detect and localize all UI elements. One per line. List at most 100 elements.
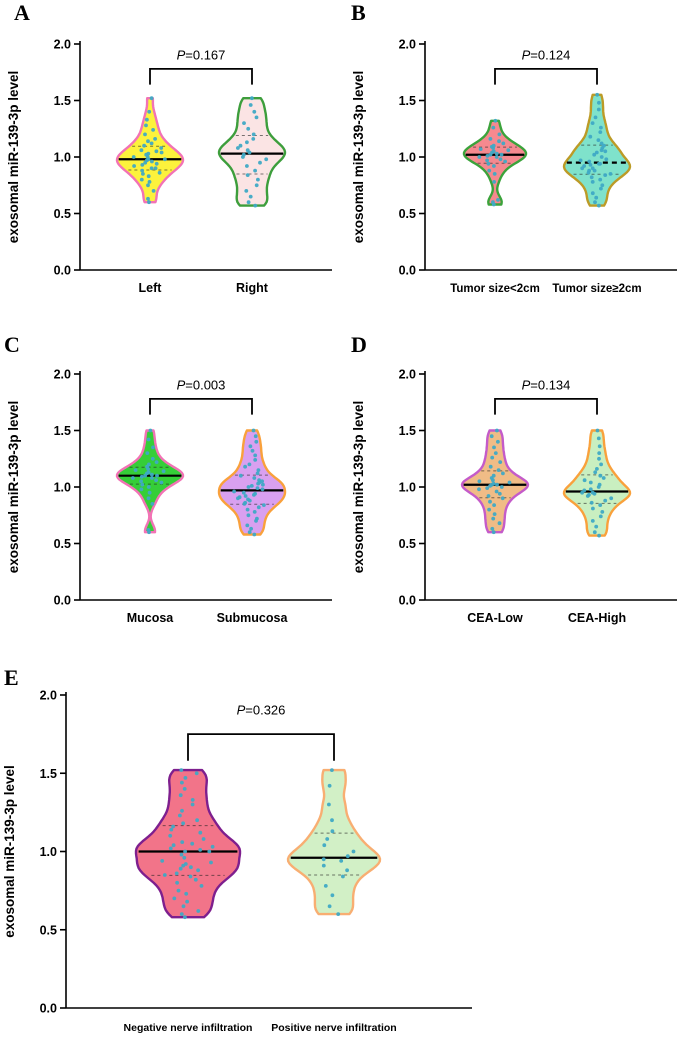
- x-axis-label: Right: [236, 281, 269, 295]
- data-point: [168, 833, 173, 838]
- violin-shape: [217, 97, 287, 207]
- data-point: [496, 468, 501, 472]
- data-point: [597, 444, 602, 449]
- data-point: [193, 877, 198, 882]
- data-point: [261, 482, 265, 487]
- significance-bracket: [494, 67, 598, 85]
- data-point: [245, 507, 250, 512]
- violin-tumor-size-2cm: [562, 92, 632, 208]
- data-point: [487, 507, 491, 512]
- data-point: [246, 485, 251, 489]
- y-tick-label: 2.0: [40, 689, 57, 703]
- data-point: [498, 157, 503, 162]
- data-point: [608, 172, 613, 176]
- data-point: [593, 200, 597, 205]
- y-tick-label: 1.5: [40, 767, 57, 781]
- data-point: [196, 868, 201, 873]
- data-point: [497, 139, 501, 144]
- x-axis-label: Tumor size<2cm: [450, 283, 540, 295]
- data-point: [325, 837, 330, 841]
- data-point: [594, 195, 599, 200]
- y-tick-label: 0.5: [399, 537, 416, 551]
- data-point: [597, 203, 601, 208]
- data-point: [242, 121, 246, 125]
- data-point: [153, 137, 158, 141]
- data-point: [209, 860, 213, 865]
- data-point: [198, 830, 203, 835]
- x-axis-label: CEA-Low: [467, 611, 523, 625]
- panel-e: E 0.0 0.5 1.0 1.5 2.0 exosomal miR-139-3p lev…: [0, 655, 560, 1049]
- data-point: [238, 473, 243, 478]
- data-point: [596, 436, 601, 441]
- data-point: [602, 143, 606, 148]
- data-point: [595, 92, 600, 97]
- data-point: [601, 476, 606, 480]
- y-tick-label: 1.0: [399, 481, 416, 495]
- data-point: [590, 490, 595, 495]
- x-axis-label: Positive nerve infiltration: [271, 1022, 396, 1034]
- panel-a-letter: A: [14, 0, 30, 25]
- data-point: [183, 776, 188, 780]
- data-point: [252, 109, 257, 114]
- data-point: [146, 174, 151, 179]
- data-point: [149, 141, 154, 146]
- data-point: [154, 149, 159, 154]
- y-tick-label: 2.0: [54, 38, 71, 52]
- panel-b-plot: 0.0 0.5 1.0 1.5 2.0 exosomal miR-139-3p level…: [351, 38, 677, 295]
- y-tick-label: 2.0: [399, 38, 416, 52]
- data-point: [345, 854, 350, 859]
- data-point: [181, 904, 186, 909]
- y-axis-label: exosomal miR-139-3p level: [351, 71, 366, 244]
- data-point: [336, 912, 341, 916]
- data-point: [256, 177, 260, 182]
- data-point: [492, 172, 497, 176]
- data-point: [262, 503, 266, 507]
- data-point: [477, 155, 482, 159]
- data-point: [146, 196, 150, 201]
- data-point: [146, 183, 150, 188]
- violin-right: [217, 96, 287, 208]
- y-axis-label: exosomal miR-139-3p level: [351, 401, 366, 574]
- data-point: [246, 497, 250, 502]
- data-point: [330, 818, 334, 823]
- data-point: [182, 787, 187, 791]
- data-point: [180, 780, 184, 785]
- data-point: [494, 155, 499, 159]
- data-point: [256, 468, 261, 472]
- data-point: [146, 151, 151, 156]
- data-points: [232, 428, 266, 537]
- data-point: [247, 530, 252, 535]
- violin-shape: [217, 429, 287, 536]
- panel-c-plot: 0.0 0.5 1.0 1.5 2.0 exosomal miR-139-3p level…: [6, 368, 332, 625]
- data-point: [327, 904, 332, 909]
- data-point: [495, 428, 499, 433]
- significance-bracket: [187, 733, 335, 761]
- p-value-label: P=0.134: [522, 377, 571, 392]
- data-point: [598, 503, 603, 507]
- data-point: [590, 121, 595, 125]
- data-point: [189, 865, 193, 870]
- data-point: [159, 150, 164, 155]
- data-point: [132, 164, 137, 168]
- data-point: [254, 183, 259, 188]
- data-point: [146, 437, 151, 442]
- data-point: [499, 485, 504, 489]
- axes: 0.0 0.5 1.0 1.5 2.0: [399, 38, 677, 278]
- panel-c-letter: C: [4, 332, 20, 357]
- data-point: [598, 161, 602, 166]
- data-point: [492, 180, 496, 184]
- axes: 0.0 0.5 1.0 1.5 2.0: [399, 368, 677, 608]
- data-point: [492, 503, 496, 507]
- data-point: [603, 173, 608, 178]
- p-value-label: P=0.326: [237, 703, 286, 718]
- data-point: [594, 524, 599, 529]
- data-point: [597, 451, 602, 455]
- data-point: [140, 163, 145, 167]
- data-point: [245, 140, 249, 145]
- data-point: [488, 137, 493, 141]
- data-points: [131, 428, 166, 535]
- data-point: [155, 473, 159, 478]
- data-point: [139, 479, 144, 484]
- data-point: [589, 500, 594, 505]
- data-point: [246, 126, 251, 131]
